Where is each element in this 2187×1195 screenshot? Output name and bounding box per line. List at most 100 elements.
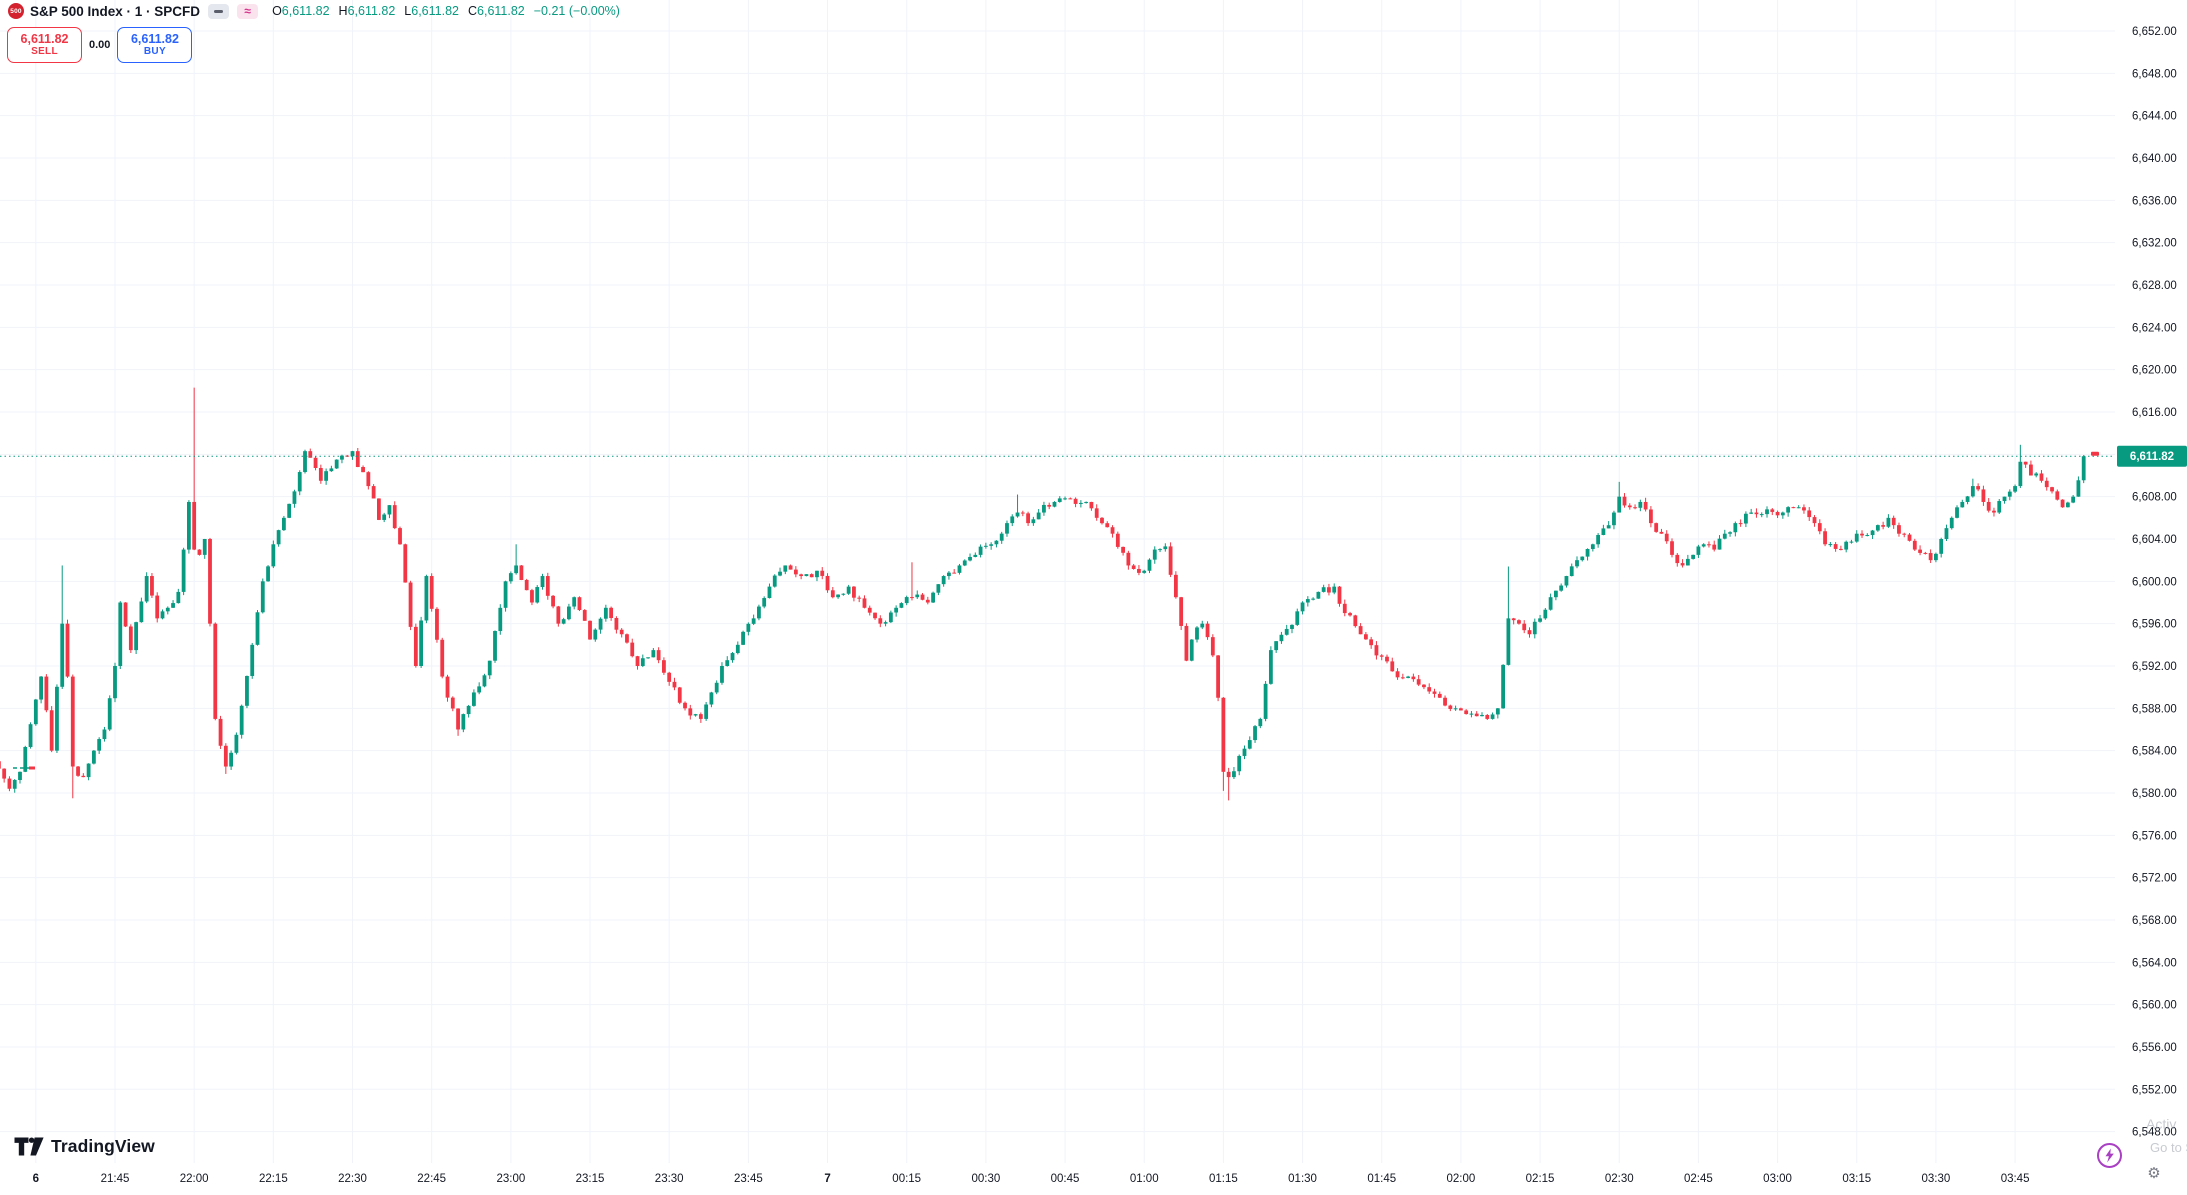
candle-body	[1015, 512, 1020, 517]
candle-body	[1891, 517, 1896, 526]
candle-body	[625, 634, 629, 643]
candle-body	[12, 780, 17, 789]
minimize-legend-button[interactable]	[208, 3, 230, 19]
tradingview-logo[interactable]: TradingView	[14, 1136, 155, 1157]
candle-body	[1918, 549, 1922, 553]
buy-price: 6,611.82	[130, 32, 179, 47]
candle-body	[1976, 486, 1981, 490]
candle-body	[799, 574, 804, 577]
symbol-title[interactable]: S&P 500 Index · 1 · SPCFD	[30, 3, 201, 19]
candle-body	[271, 544, 276, 567]
candle-body	[1042, 504, 1046, 513]
candle-body	[429, 576, 434, 609]
buy-button[interactable]: 6,611.82 BUY	[117, 27, 193, 63]
price-axis-label: 6,576.00	[2132, 830, 2177, 842]
time-axis-label: 01:15	[1209, 1173, 1238, 1185]
time-axis-label: 22:45	[417, 1173, 446, 1185]
candle-body	[1997, 501, 2002, 513]
candle-body	[545, 576, 550, 596]
candle-body	[1395, 671, 1400, 678]
candle-body	[1648, 509, 1653, 524]
candle-body	[1110, 527, 1115, 534]
candle-body	[1142, 570, 1147, 573]
candle-body	[91, 750, 96, 764]
price-axis-label: 6,580.00	[2132, 788, 2177, 800]
candle-body	[1548, 597, 1553, 610]
candle-body	[1173, 574, 1178, 598]
candle-body	[176, 591, 181, 604]
time-axis-label: 23:30	[655, 1173, 684, 1185]
candle-body	[1179, 597, 1184, 626]
candle-body	[1685, 558, 1690, 566]
candle-body	[266, 566, 270, 582]
candle-body	[1263, 683, 1268, 719]
time-axis-label: 02:45	[1684, 1173, 1713, 1185]
candle-body	[551, 595, 555, 607]
wave-indicator-chip[interactable]: ≈	[237, 3, 259, 19]
candle-body	[445, 676, 450, 698]
candle-body	[1126, 552, 1131, 566]
price-axis-label: 6,616.00	[2132, 407, 2177, 419]
candle-body	[1474, 713, 1479, 717]
time-axis-label: 02:30	[1605, 1173, 1634, 1185]
candle-body	[1337, 586, 1342, 604]
time-axis-label: 23:45	[734, 1173, 763, 1185]
candle-body	[630, 642, 635, 657]
candle-body	[1601, 528, 1606, 535]
time-axis-label: 02:00	[1446, 1173, 1475, 1185]
candle-body	[1627, 505, 1632, 508]
candle-body	[65, 623, 70, 677]
price-axis-settings-gear-icon[interactable]: ⚙	[2147, 1165, 2161, 1182]
candle-body	[825, 575, 830, 591]
low-value: 6,611.82	[411, 4, 459, 18]
candle-body	[931, 592, 935, 603]
candle-body	[1622, 496, 1627, 506]
candle-body	[1005, 523, 1009, 534]
candle-body	[1068, 498, 1073, 500]
candle-body	[292, 491, 297, 504]
candle-body	[1559, 585, 1564, 591]
candle-body	[572, 597, 577, 607]
order-price-marker	[2091, 451, 2099, 456]
candle-body	[677, 687, 682, 703]
candle-body	[767, 586, 772, 599]
candle-body	[873, 612, 877, 619]
symbol-logo-icon: 500	[8, 3, 24, 19]
price-axis-label: 6,604.00	[2132, 534, 2177, 546]
candle-body	[408, 582, 413, 627]
candle-body	[1728, 532, 1732, 534]
candle-body	[392, 505, 397, 529]
candle-body	[852, 586, 856, 598]
candle-body	[1406, 676, 1411, 678]
candle-body	[281, 517, 286, 531]
candle-body	[2034, 473, 2039, 476]
sell-button[interactable]: 6,611.82 SELL	[7, 27, 82, 63]
candle-body	[994, 540, 999, 545]
candle-body	[398, 528, 402, 545]
candle-body	[1744, 513, 1748, 524]
candle-body	[1311, 598, 1316, 600]
candle-body	[1875, 525, 1880, 531]
candle-body	[134, 622, 139, 651]
instant-order-lightning-icon[interactable]	[2096, 1142, 2123, 1169]
candle-body	[1928, 553, 1933, 561]
candle-body	[303, 451, 307, 473]
candle-body	[308, 451, 313, 458]
candle-body	[2039, 473, 2044, 481]
candle-body	[614, 618, 619, 630]
candle-body	[1237, 755, 1242, 772]
candle-body	[107, 698, 112, 730]
candle-body	[698, 714, 703, 719]
candle-body	[2029, 464, 2033, 476]
candle-body	[223, 745, 228, 767]
current-price-badge[interactable]	[2117, 445, 2187, 467]
price-axis-label: 6,552.00	[2132, 1084, 2177, 1096]
candle-body	[1094, 508, 1099, 518]
candle-body	[804, 574, 809, 577]
spread-value: 0.00	[89, 39, 111, 51]
candle-body	[662, 660, 666, 673]
price-axis-label: 6,624.00	[2132, 322, 2177, 334]
candle-body	[556, 606, 561, 624]
candle-body	[2060, 499, 2065, 508]
